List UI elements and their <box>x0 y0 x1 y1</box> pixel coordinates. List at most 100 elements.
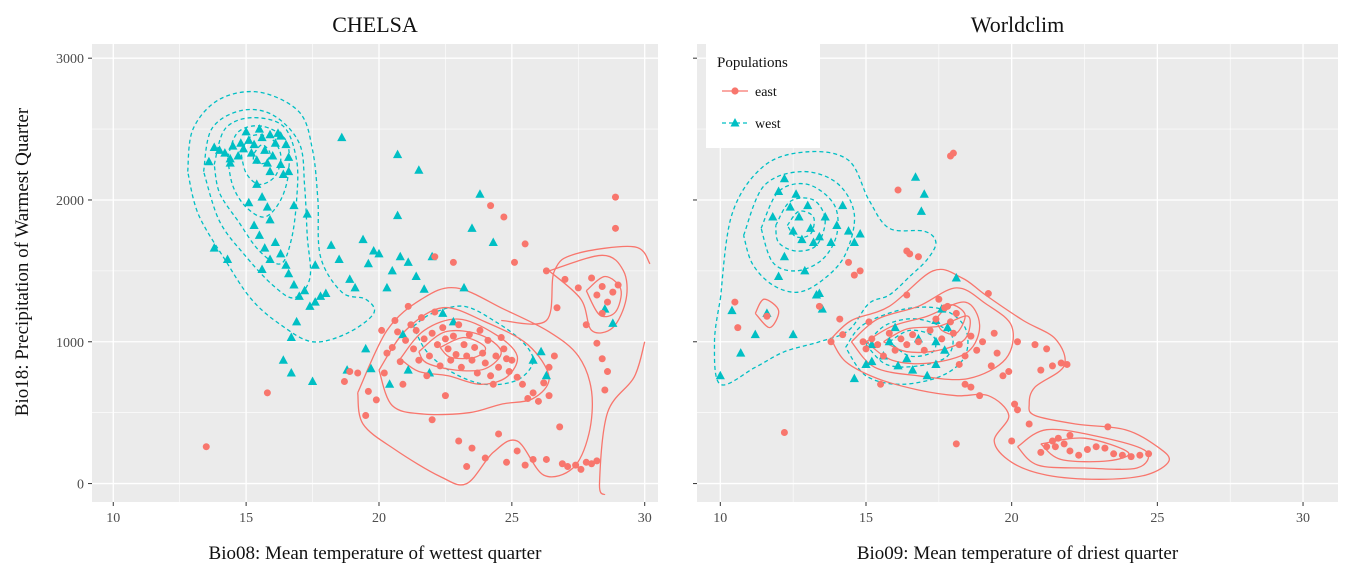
worldclim-contour-east <box>865 301 981 365</box>
chelsa-point-west <box>403 365 413 374</box>
chelsa-point-east <box>457 363 465 371</box>
worldclim-point-west <box>820 211 830 221</box>
worldclim-point-west <box>794 211 804 221</box>
worldclim-point-east <box>1037 366 1045 374</box>
chelsa-point-east <box>593 291 601 299</box>
chelsa-point-east <box>503 458 511 466</box>
worldclim-point-east <box>920 346 928 354</box>
worldclim-x-tick-label: 15 <box>859 511 873 526</box>
worldclim-point-east <box>1145 450 1153 458</box>
chelsa-point-east <box>497 334 505 342</box>
worldclim-point-east <box>865 318 873 326</box>
chelsa-point-west <box>257 192 267 201</box>
chelsa-point-east <box>455 321 463 329</box>
worldclim-point-east <box>1054 434 1062 442</box>
chelsa-point-west <box>289 200 299 210</box>
worldclim-point-east <box>914 338 922 346</box>
worldclim-point-east <box>1118 451 1126 459</box>
chelsa-point-west <box>265 129 275 139</box>
worldclim-point-east <box>827 338 835 346</box>
worldclim-point-west <box>908 365 918 374</box>
worldclim-point-east <box>734 324 742 332</box>
chelsa-point-west <box>438 308 448 317</box>
chelsa-point-west <box>392 210 403 220</box>
chelsa-point-east <box>489 380 497 388</box>
chelsa-point-west <box>467 223 477 232</box>
chelsa-point-east <box>423 372 431 380</box>
chelsa-point-east <box>556 423 564 431</box>
chelsa-point-west <box>222 254 233 264</box>
chelsa-point-east <box>441 392 449 400</box>
worldclim-point-west <box>931 336 941 346</box>
chelsa-point-east <box>481 454 489 462</box>
chelsa-point-west <box>411 271 421 281</box>
worldclim-point-east <box>987 362 995 370</box>
worldclim-point-east <box>763 312 771 320</box>
chelsa-point-west <box>252 155 262 164</box>
chelsa-point-west <box>278 169 288 178</box>
chelsa-point-west <box>374 248 384 258</box>
chelsa-contour-west <box>213 117 299 265</box>
worldclim-point-east <box>1083 446 1091 454</box>
chelsa-point-east <box>399 380 407 388</box>
worldclim-point-west <box>902 353 912 363</box>
chelsa-point-west <box>284 166 294 176</box>
chelsa-point-west <box>608 318 618 327</box>
worldclim-point-east <box>815 302 823 310</box>
worldclim-point-east <box>967 332 975 340</box>
worldclim-point-west <box>814 231 824 241</box>
worldclim-point-west <box>849 237 859 247</box>
chelsa-y-tick-label: 1000 <box>56 336 84 351</box>
worldclim-point-east <box>952 440 960 448</box>
chelsa-point-west <box>276 248 286 258</box>
chelsa-point-east <box>529 389 537 397</box>
y-axis-title: Bio18: Precipitation of Warmest Quarter <box>12 107 33 416</box>
worldclim-point-west <box>715 370 725 380</box>
worldclim-point-east <box>1043 443 1051 451</box>
worldclim-contour-west <box>775 197 826 252</box>
worldclim-point-east <box>877 380 885 388</box>
chelsa-point-east <box>598 355 606 363</box>
chelsa-y-tick-label: 2000 <box>56 194 84 209</box>
legend-label-west: west <box>755 117 781 132</box>
chelsa-point-west <box>286 367 296 377</box>
chelsa-point-west <box>284 152 294 161</box>
chelsa-x-tick-label: 20 <box>372 511 386 526</box>
chelsa-point-west <box>249 139 259 149</box>
chelsa-point-west <box>281 260 291 269</box>
worldclim-point-west <box>773 271 784 281</box>
worldclim-point-east <box>935 295 943 303</box>
worldclim-x-tick-label: 25 <box>1150 511 1164 526</box>
chelsa-point-west <box>310 260 320 269</box>
worldclim-point-west <box>808 237 819 247</box>
chelsa-contour-east <box>357 286 593 486</box>
chelsa-point-east <box>471 343 479 351</box>
worldclim-point-east <box>1092 443 1100 451</box>
chelsa-point-east <box>550 352 558 360</box>
chelsa-point-east <box>476 326 484 334</box>
worldclim-point-east <box>1104 423 1112 431</box>
worldclim-point-east <box>1031 341 1039 349</box>
worldclim-point-west <box>861 359 871 368</box>
worldclim-point-east <box>1075 451 1083 459</box>
worldclim-point-west <box>942 322 953 332</box>
chelsa-point-east <box>468 444 476 452</box>
chelsa-point-east <box>500 345 508 353</box>
worldclim-point-east <box>1037 448 1045 456</box>
worldclim-point-east <box>976 392 984 400</box>
chelsa-point-east <box>340 377 348 385</box>
chelsa-point-east <box>436 362 444 370</box>
chelsa-point-east <box>540 379 548 387</box>
chelsa-point-east <box>487 372 495 380</box>
chelsa-point-east <box>441 335 449 343</box>
chelsa-point-east <box>396 358 404 366</box>
chelsa-point-west <box>257 132 267 142</box>
chelsa-x-tick-label: 15 <box>239 511 253 526</box>
chelsa-point-west <box>345 274 355 283</box>
chelsa-point-west <box>225 158 235 167</box>
worldclim-marks <box>713 149 1171 480</box>
chelsa-point-east <box>542 455 550 463</box>
chelsa-point-west <box>254 124 265 133</box>
chelsa-point-west <box>392 149 403 159</box>
